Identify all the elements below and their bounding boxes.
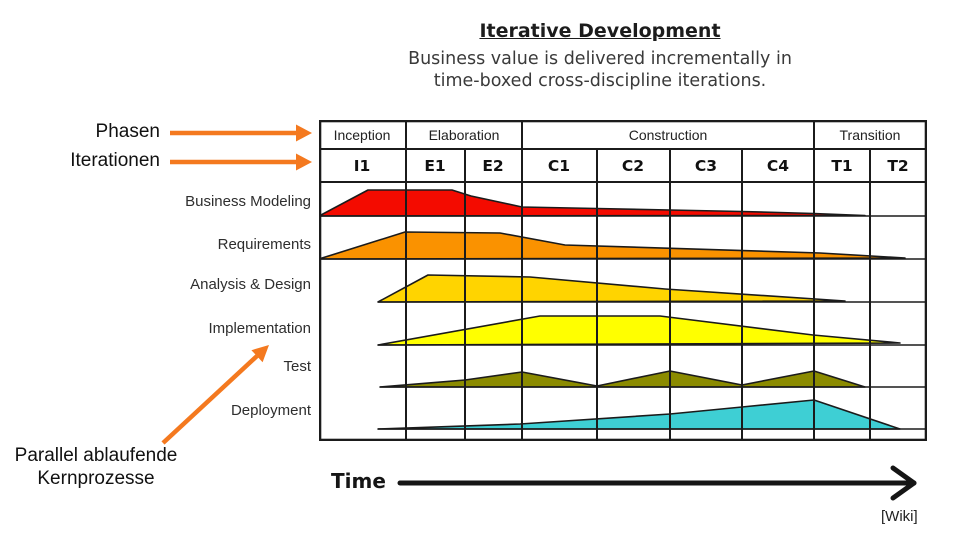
iteration-t2: T2 xyxy=(887,157,908,175)
hump-chart: Inception Elaboration Construction Trans… xyxy=(319,120,927,441)
iteration-t1: T1 xyxy=(831,157,852,175)
hump-deployment xyxy=(377,399,901,430)
time-arrow xyxy=(397,465,917,501)
parallel-kernprozesse-label: Parallel ablaufende Kernprozesse xyxy=(0,444,192,490)
iteration-c2: C2 xyxy=(622,157,644,175)
phase-inception: Inception xyxy=(334,127,391,143)
kernprozesse-arrow xyxy=(161,345,269,445)
discipline-label-analysis-design: Analysis & Design xyxy=(190,276,311,293)
phase-header-row: Inception Elaboration Construction Trans… xyxy=(334,127,901,143)
discipline-label-deployment: Deployment xyxy=(230,402,311,419)
discipline-label-requirements: Requirements xyxy=(217,236,311,253)
hump-business-modeling xyxy=(319,189,866,217)
iterationen-label: Iterationen xyxy=(70,150,160,171)
iterationen-arrow xyxy=(170,153,312,171)
phase-elaboration: Elaboration xyxy=(429,127,500,143)
iteration-c1: C1 xyxy=(548,157,570,175)
hump-test xyxy=(379,370,866,388)
iteration-i1: I1 xyxy=(354,157,371,175)
time-label: Time xyxy=(331,469,386,493)
hump-analysis-design xyxy=(377,274,846,303)
phasen-arrow xyxy=(170,124,312,142)
iteration-c3: C3 xyxy=(695,157,717,175)
iteration-e2: E2 xyxy=(482,157,503,175)
source-attribution: [Wiki] xyxy=(881,508,918,525)
table-border xyxy=(319,120,927,441)
phasen-label: Phasen xyxy=(95,121,160,142)
diagram-subtitle-line1: Business value is delivered incrementall… xyxy=(408,49,792,69)
iteration-gridlines xyxy=(319,120,927,441)
parallel-label-line1: Parallel ablaufende xyxy=(14,445,178,466)
iteration-header-row: I1 E1 E2 C1 C2 C3 C4 T1 T2 xyxy=(354,157,909,175)
iteration-e1: E1 xyxy=(424,157,445,175)
parallel-label-line2: Kernprozesse xyxy=(37,468,155,489)
iteration-c4: C4 xyxy=(767,157,789,175)
discipline-label-test: Test xyxy=(283,358,311,375)
diagram-title: Iterative Development xyxy=(479,20,721,42)
diagram-subtitle-line2: time-boxed cross-discipline iterations. xyxy=(433,71,767,91)
discipline-label-business-modeling: Business Modeling xyxy=(185,193,311,210)
phase-transition: Transition xyxy=(840,127,901,143)
title-block: Iterative Development Business value is … xyxy=(260,20,940,92)
discipline-label-implementation: Implementation xyxy=(208,320,311,337)
phase-construction: Construction xyxy=(629,127,708,143)
row-baselines xyxy=(319,215,925,430)
hump-implementation xyxy=(377,315,901,346)
